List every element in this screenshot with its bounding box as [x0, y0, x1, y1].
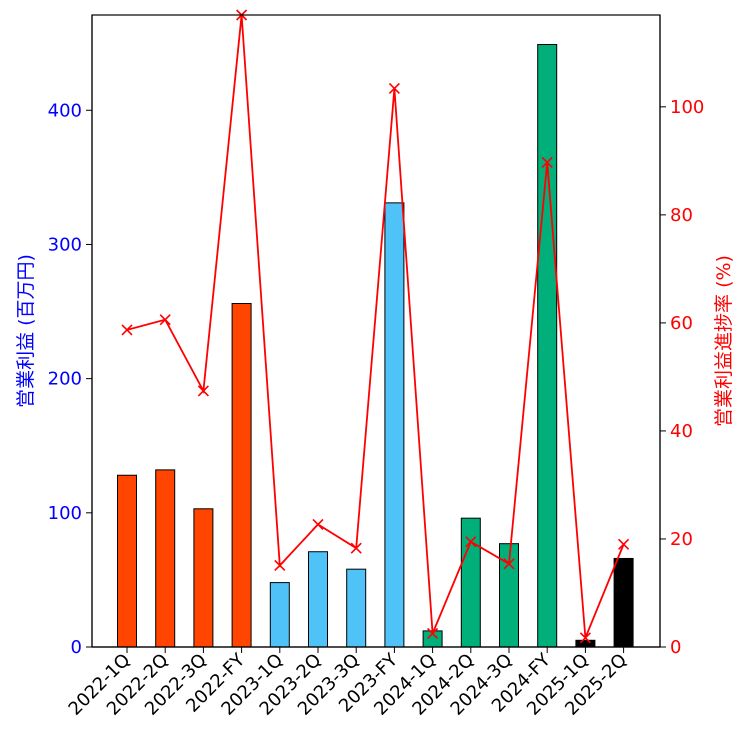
bar [117, 474, 137, 648]
left-tick-label: 100 [48, 503, 82, 524]
bar [308, 551, 328, 648]
progress-line [126, 14, 625, 639]
plot-frame [91, 14, 661, 648]
left-tick-label: 400 [48, 100, 82, 121]
line-point-marker [350, 542, 362, 554]
line-point-marker [197, 385, 209, 397]
line-point-marker [465, 536, 477, 548]
line-point-marker [427, 627, 439, 640]
left-tick-label: 0 [71, 637, 82, 658]
right-tick-label: 80 [670, 205, 693, 226]
right-tick-label: 100 [670, 97, 704, 118]
bar [269, 582, 290, 648]
bar [384, 202, 405, 648]
line-point-marker [388, 82, 400, 95]
bar [193, 508, 214, 648]
right-tick-label: 20 [670, 529, 693, 550]
right-axis: 0 20 40 60 80 100 [659, 15, 704, 658]
line-point-marker [503, 558, 515, 570]
bar [575, 639, 596, 648]
bar [537, 44, 558, 648]
line-point-marker [159, 314, 171, 326]
bar-series [117, 44, 634, 648]
bar [231, 302, 252, 648]
line-point-marker [274, 559, 286, 571]
right-axis-title: 営業利益進捗率 (%) [713, 255, 735, 427]
left-tick-label: 200 [48, 369, 82, 390]
line-point-marker [579, 632, 591, 644]
x-axis: 2022-1Q2022-2Q2022-3Q2022-FY2023-1Q2023-… [65, 646, 660, 720]
bar [613, 557, 634, 648]
right-tick-label: 40 [670, 421, 693, 442]
bar [155, 469, 176, 648]
left-axis: 0 100 200 300 400 [48, 15, 93, 658]
left-axis-title: 営業利益 (百万円) [15, 254, 37, 408]
right-tick-label: 0 [670, 637, 681, 658]
line-point-marker [121, 324, 133, 336]
bar [460, 517, 481, 648]
right-tick-label: 60 [670, 313, 693, 334]
line-point-marker [618, 538, 630, 550]
line-point-marker [541, 156, 553, 169]
bar [346, 568, 367, 648]
line-point-marker [312, 518, 324, 530]
left-tick-label: 300 [48, 234, 82, 255]
